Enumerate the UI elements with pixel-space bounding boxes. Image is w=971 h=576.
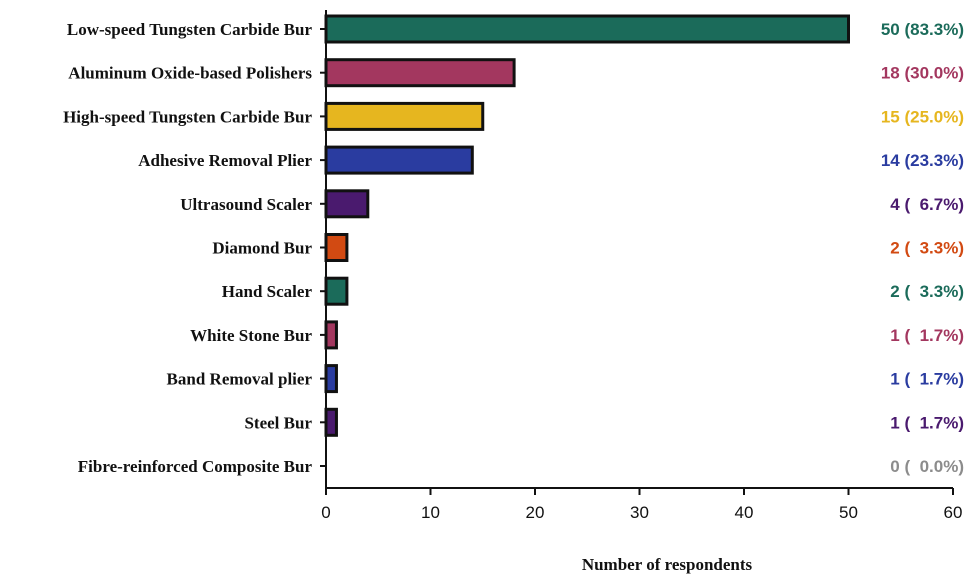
value-label-4: 4 ( 6.7%) — [890, 195, 964, 214]
bar-7 — [324, 320, 338, 350]
value-label-3: 14 (23.3%) — [881, 151, 964, 170]
category-label-1: Aluminum Oxide-based Polishers — [68, 64, 312, 83]
value-label-8: 1 ( 1.7%) — [890, 370, 964, 389]
value-labels: 50 (83.3%) 18 (30.0%) 15 (25.0%) 14 (23.3%)… — [881, 20, 964, 476]
value-label-1: 18 (30.0%) — [881, 64, 964, 83]
bar-2 — [324, 101, 485, 131]
x-axis-title: Number of respondents — [582, 555, 753, 574]
category-label-10: Fibre-reinforced Composite Bur — [78, 457, 313, 476]
value-label-5: 2 ( 3.3%) — [890, 239, 964, 258]
category-label-6: Hand Scaler — [222, 282, 313, 301]
x-tick-label-5: 50 — [839, 503, 858, 522]
value-label-9: 1 ( 1.7%) — [890, 413, 964, 432]
x-tick-label-0: 0 — [321, 503, 330, 522]
category-label-0: Low-speed Tungsten Carbide Bur — [67, 20, 313, 39]
bar-6 — [324, 276, 349, 306]
bar-9 — [324, 407, 338, 437]
x-tick-label-3: 30 — [630, 503, 649, 522]
x-tick-label-4: 40 — [735, 503, 754, 522]
axes: 0 10 20 30 40 50 60 — [320, 10, 962, 522]
value-label-2: 15 (25.0%) — [881, 107, 964, 126]
bar-1 — [324, 58, 516, 88]
category-label-2: High-speed Tungsten Carbide Bur — [63, 107, 312, 126]
value-label-6: 2 ( 3.3%) — [890, 282, 964, 301]
category-label-5: Diamond Bur — [212, 239, 312, 258]
bar-3 — [324, 145, 474, 175]
x-tick-label-1: 10 — [421, 503, 440, 522]
x-tick-label-2: 20 — [526, 503, 545, 522]
category-label-9: Steel Bur — [244, 413, 312, 432]
category-label-4: Ultrasound Scaler — [180, 195, 312, 214]
category-label-3: Adhesive Removal Plier — [138, 151, 312, 170]
value-label-0: 50 (83.3%) — [881, 20, 964, 39]
value-label-10: 0 ( 0.0%) — [890, 457, 964, 476]
category-labels: Low-speed Tungsten Carbide Bur Aluminum O… — [63, 20, 312, 476]
x-tick-label-6: 60 — [944, 503, 963, 522]
category-label-7: White Stone Bur — [190, 326, 312, 345]
category-label-8: Band Removal plier — [167, 370, 313, 389]
value-label-7: 1 ( 1.7%) — [890, 326, 964, 345]
bar-5 — [324, 233, 349, 262]
bar-4 — [324, 189, 370, 219]
bar-0 — [324, 14, 850, 44]
bar-8 — [324, 364, 338, 394]
bars-group — [324, 14, 850, 437]
